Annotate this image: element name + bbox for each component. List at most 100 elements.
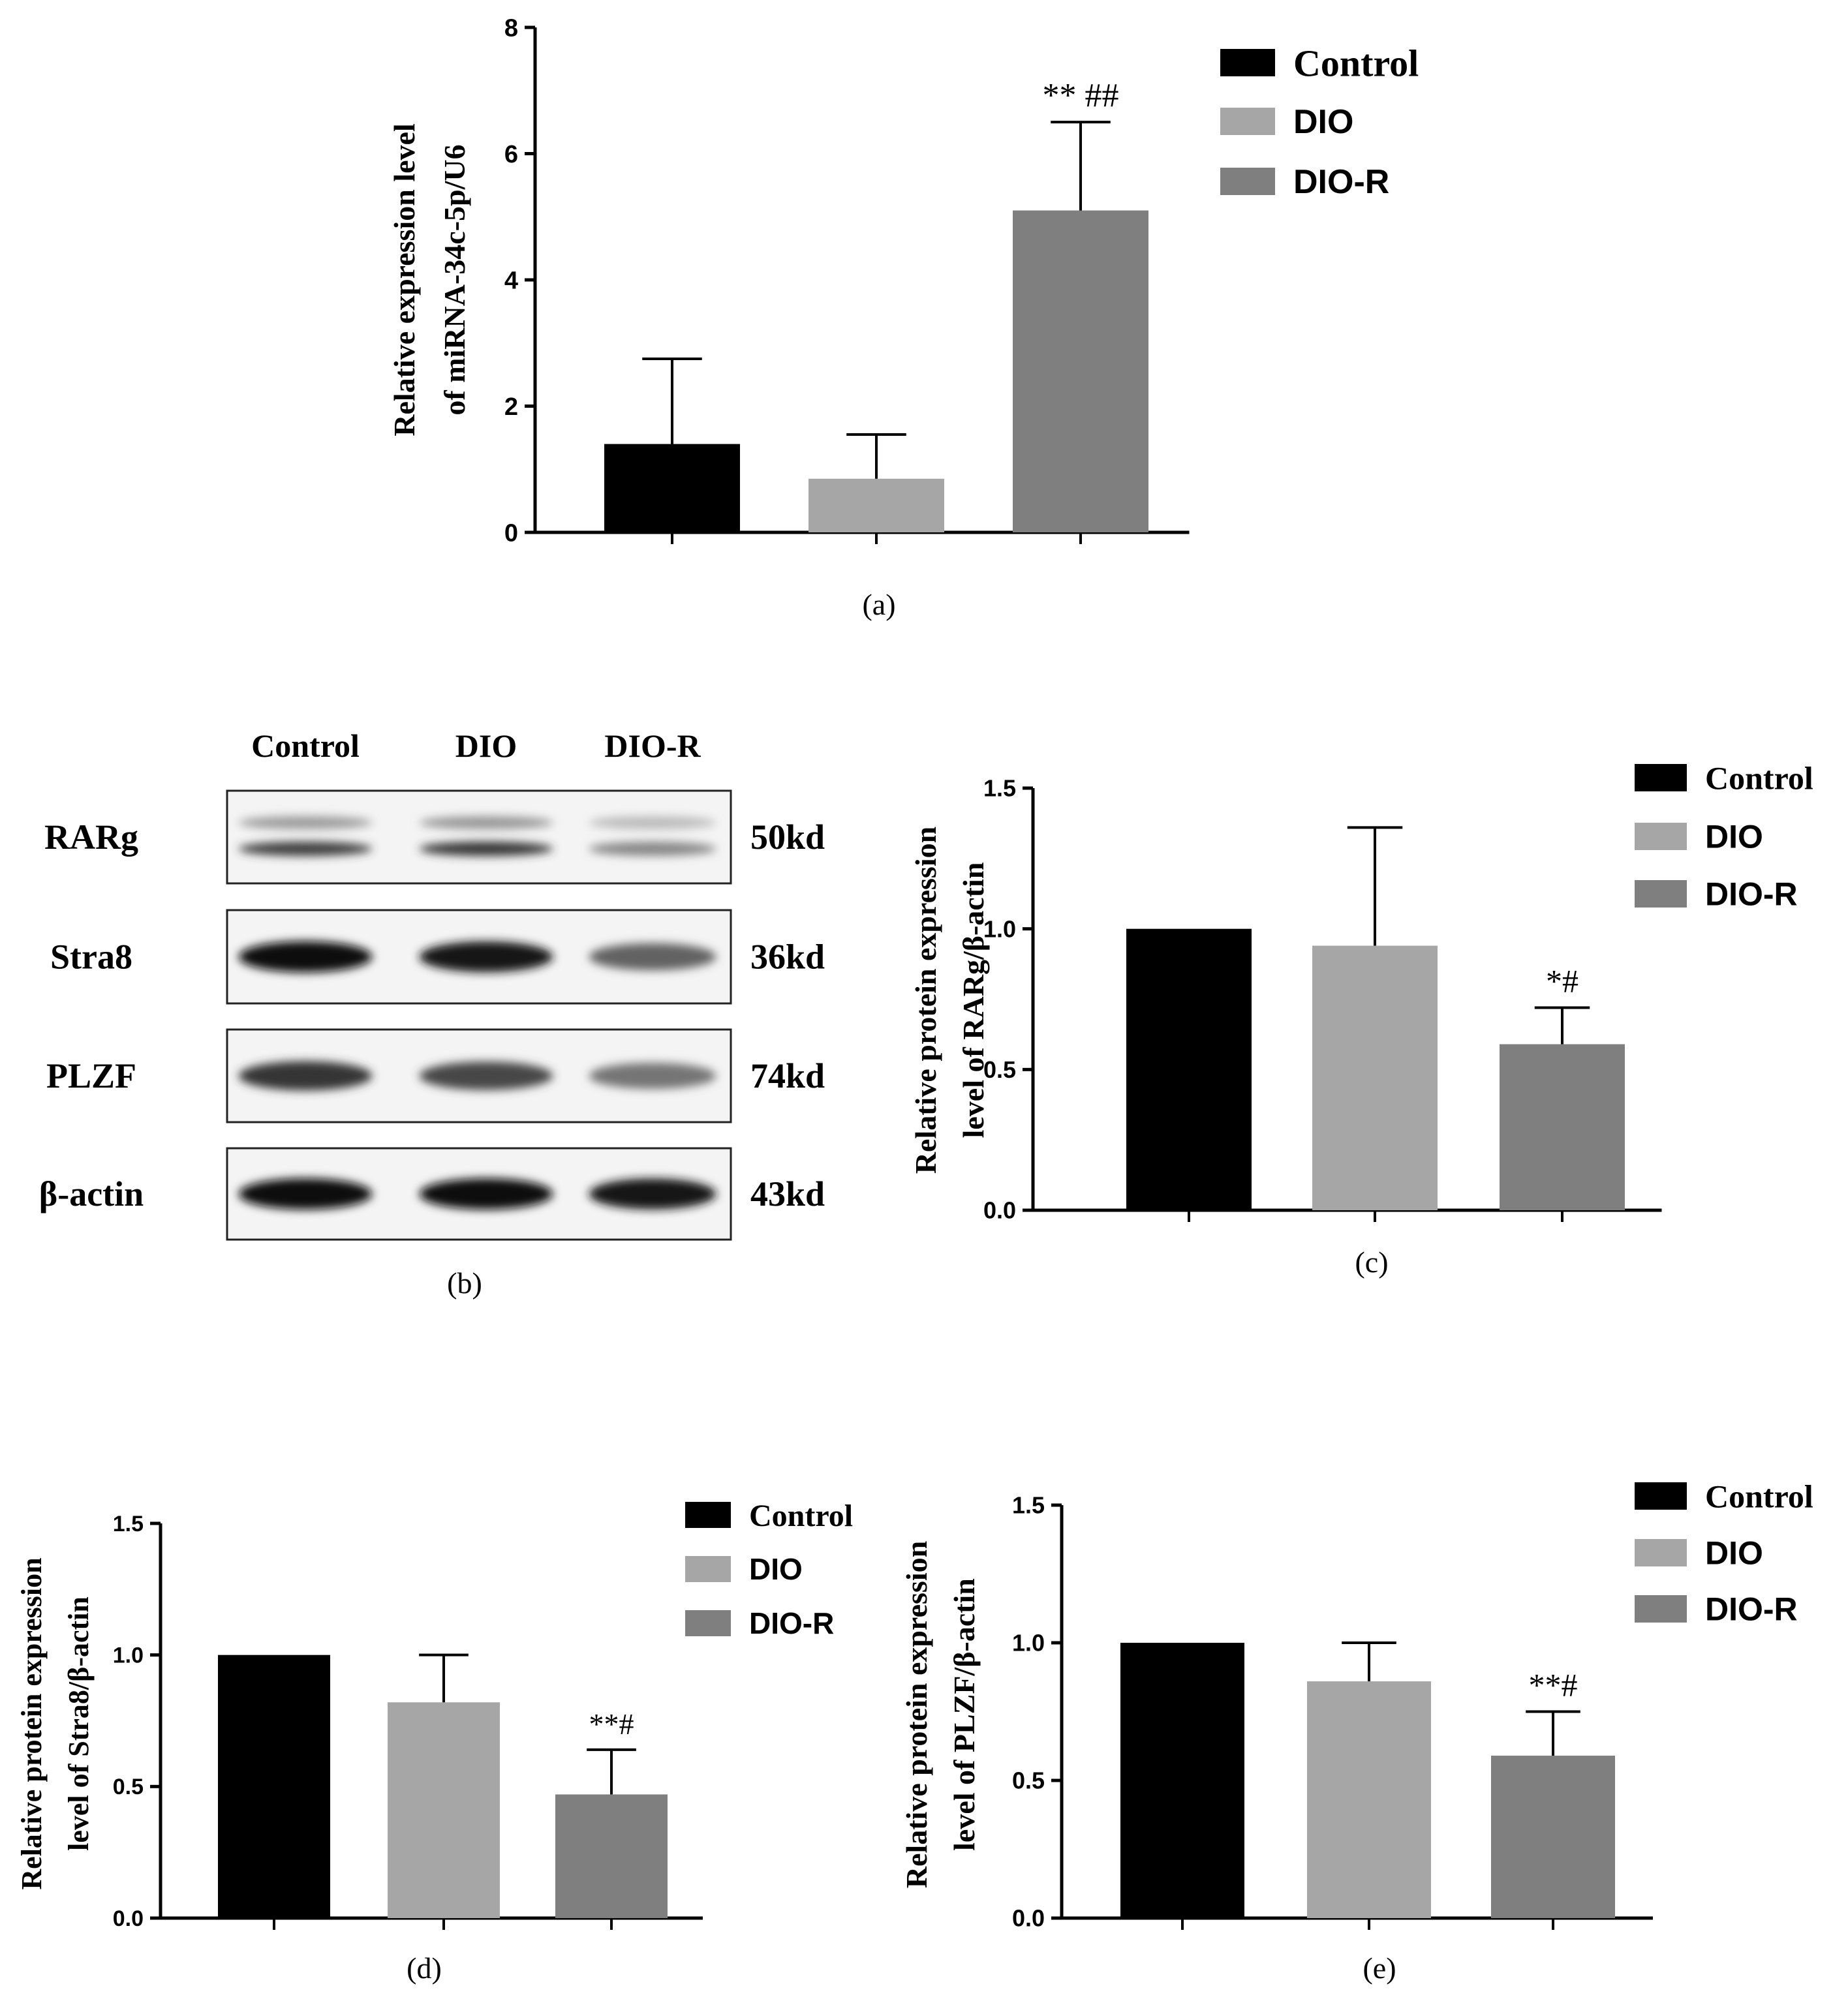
chart-d: 0.0 0.5 1.0 1.5 **# Relative protein expressi… (16, 1499, 853, 1985)
western-blot-b: Control DIO DIO-R RARg 50kd Stra8 36kd PLZF 74kd… (39, 727, 825, 1300)
bar-dio (808, 478, 944, 532)
protein-label: Stra8 (50, 938, 132, 977)
blot-band (238, 1061, 373, 1091)
band-size-label: 43kd (750, 1174, 825, 1213)
legend-label: DIO (1293, 103, 1353, 141)
y-axis-label: level of RARg/β-actin (957, 862, 990, 1138)
lane-label: Control (251, 727, 360, 764)
y-axis-label: Relative protein expression (909, 827, 942, 1174)
legend-swatch (1635, 1482, 1687, 1510)
lane-label: DIO (455, 727, 517, 764)
lane-label: DIO-R (604, 727, 701, 764)
panel-label: (c) (1355, 1245, 1388, 1279)
legend-label: DIO-R (749, 1606, 834, 1640)
blot-band (589, 842, 716, 856)
blot-band (589, 1062, 716, 1090)
bar-dio-r (1491, 1756, 1615, 1918)
bar-control (1120, 1643, 1244, 1918)
blot-band (238, 941, 373, 973)
blot-band-faint (419, 816, 553, 829)
legend-label: DIO (1705, 819, 1763, 855)
bar-dio (388, 1702, 500, 1918)
band-size-label: 36kd (750, 938, 825, 977)
panel-label: (a) (862, 588, 895, 621)
chart-a: 0 2 4 6 8 ** ## Relative expression level of mi… (388, 14, 1419, 621)
bar-control (604, 444, 740, 532)
blot-frame (226, 789, 732, 885)
legend-swatch (1220, 168, 1275, 195)
legend-swatch (1635, 764, 1687, 791)
blot-band (238, 842, 373, 856)
panel-label: (b) (447, 1266, 482, 1300)
protein-label: β-actin (39, 1174, 144, 1213)
bar-dio-r (555, 1794, 668, 1918)
legend-label: DIO-R (1293, 163, 1389, 201)
legend-label: Control (1293, 42, 1419, 84)
legend-swatch (685, 1610, 731, 1636)
y-tick-label: 6 (504, 141, 518, 168)
legend-swatch (1635, 880, 1687, 908)
y-tick-label: 1.5 (1012, 1492, 1045, 1519)
blot-band (419, 941, 553, 973)
y-tick-label: 0.5 (113, 1775, 144, 1799)
y-tick-label: 0.5 (983, 1056, 1016, 1083)
legend-swatch (1635, 823, 1687, 850)
protein-label: RARg (44, 817, 138, 857)
y-tick-label: 0.5 (1012, 1767, 1045, 1794)
y-tick-label: 0 (504, 519, 518, 547)
y-tick-label: 2 (504, 393, 518, 421)
y-tick-label: 0.0 (1012, 1905, 1045, 1932)
legend-swatch (1635, 1539, 1687, 1566)
band-size-label: 50kd (750, 817, 825, 857)
legend-label: DIO (749, 1552, 803, 1586)
blot-band-faint (589, 816, 716, 829)
blot-band (238, 1178, 373, 1210)
chart-e: 0.0 0.5 1.0 1.5 **# Relative protein expressi… (900, 1478, 1813, 1985)
y-tick-label: 1.0 (983, 915, 1016, 942)
legend-swatch (685, 1556, 731, 1582)
bar-dio (1312, 945, 1438, 1210)
significance-annotation: ** ## (1043, 77, 1119, 114)
blot-band (589, 943, 716, 971)
y-tick-label: 1.5 (113, 1512, 144, 1536)
legend-label: Control (749, 1499, 853, 1533)
blot-band (419, 1178, 553, 1210)
legend-label: DIO-R (1705, 1591, 1798, 1628)
bar-control (218, 1655, 330, 1918)
significance-annotation: **# (1529, 1667, 1578, 1703)
legend-label: Control (1705, 1478, 1813, 1515)
y-axis-label: Relative protein expression (900, 1541, 933, 1888)
y-tick-label: 1.0 (113, 1643, 144, 1668)
legend-swatch (1635, 1595, 1687, 1623)
panel-label: (d) (407, 1951, 442, 1985)
chart-c: 0.0 0.5 1.0 1.5 *# Relative protein expressio… (909, 760, 1813, 1279)
y-tick-label: 1.5 (983, 775, 1016, 802)
blot-band (419, 842, 553, 856)
legend-label: DIO (1705, 1535, 1763, 1572)
y-tick-label: 8 (504, 14, 518, 42)
y-tick-label: 0.0 (113, 1906, 144, 1931)
y-tick-label: 4 (504, 267, 518, 294)
y-axis-label: Relative protein expression (16, 1557, 48, 1889)
y-axis-label: level of Stra8/β-actin (63, 1596, 95, 1851)
legend-swatch (1220, 49, 1275, 76)
significance-annotation: *# (1546, 962, 1578, 999)
blot-band-faint (238, 816, 373, 829)
y-tick-label: 0.0 (983, 1197, 1016, 1224)
blot-band (419, 1061, 553, 1090)
band-size-label: 74kd (750, 1056, 825, 1095)
bar-dio (1307, 1681, 1431, 1918)
y-tick-label: 1.0 (1012, 1630, 1045, 1656)
bar-dio-r (1500, 1044, 1625, 1210)
protein-label: PLZF (46, 1056, 136, 1095)
bar-control (1126, 928, 1252, 1210)
blot-band (589, 1178, 716, 1210)
legend-swatch (685, 1502, 731, 1528)
y-axis-label: of miRNA-34c-5p/U6 (438, 144, 471, 415)
legend-label: Control (1705, 760, 1813, 797)
significance-annotation: **# (589, 1707, 634, 1741)
legend-label: DIO-R (1705, 876, 1798, 913)
y-axis-label: Relative expression level (388, 123, 421, 436)
legend-swatch (1220, 108, 1275, 135)
